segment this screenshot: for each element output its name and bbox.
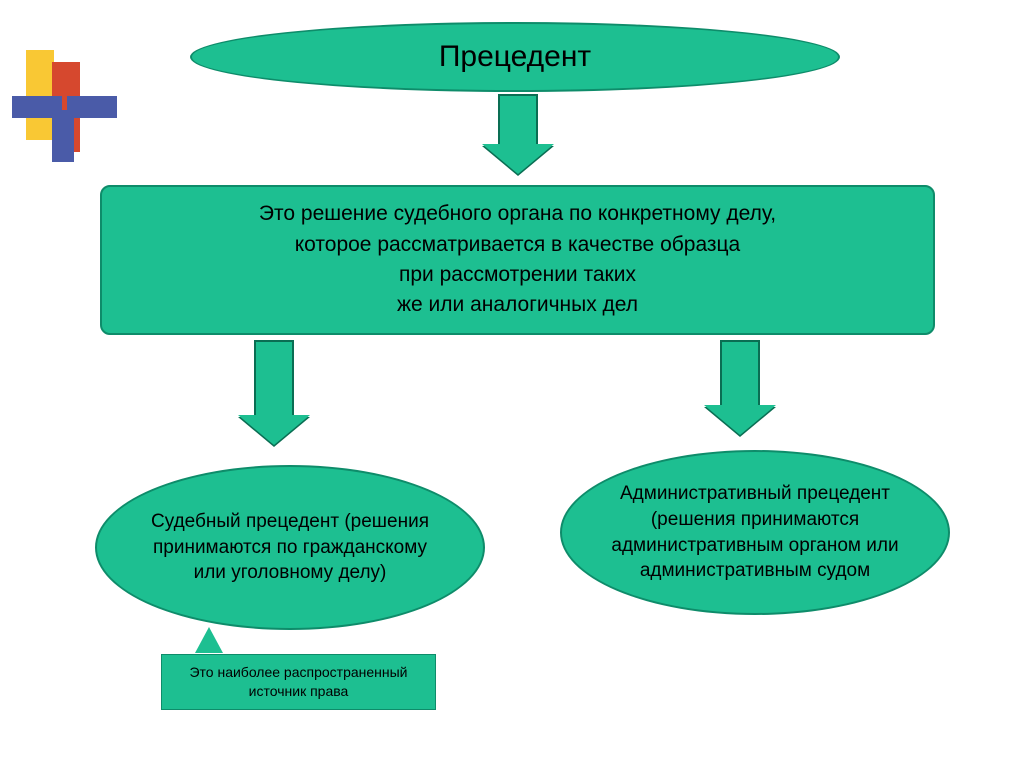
decor-blue-h2 — [67, 96, 117, 118]
title-node: Прецедент — [190, 22, 840, 92]
note-text: Это наиболее распространенный источник п… — [162, 663, 435, 701]
definition-line3: при рассмотрении таких — [399, 260, 636, 290]
arrow-shaft — [720, 340, 760, 405]
left-branch-text: Судебный прецедент (решения принимаются … — [137, 509, 443, 586]
arrow-shaft — [254, 340, 294, 415]
decor-blue-v — [52, 110, 74, 162]
right-branch-node: Административный прецедент (решения прин… — [560, 450, 950, 615]
arrow-to-right-branch — [704, 340, 776, 435]
arrow-title-to-definition — [482, 94, 554, 174]
left-branch-node: Судебный прецедент (решения принимаются … — [95, 465, 485, 630]
definition-line1: Это решение судебного органа по конкретн… — [259, 199, 776, 229]
arrow-shaft — [498, 94, 538, 144]
right-branch-text: Административный прецедент (решения прин… — [602, 481, 908, 584]
definition-line4: же или аналогичных дел — [397, 290, 638, 320]
title-text: Прецедент — [439, 40, 591, 74]
arrow-to-left-branch — [238, 340, 310, 445]
decor-yellow — [26, 50, 54, 140]
note-node: Это наиболее распространенный источник п… — [161, 654, 436, 710]
arrow-head — [238, 415, 310, 445]
arrow-head — [704, 405, 776, 435]
note-pointer — [195, 627, 223, 653]
definition-node: Это решение судебного органа по конкретн… — [100, 185, 935, 335]
definition-line2: которое рассматривается в качестве образ… — [295, 230, 740, 260]
arrow-head — [482, 144, 554, 174]
